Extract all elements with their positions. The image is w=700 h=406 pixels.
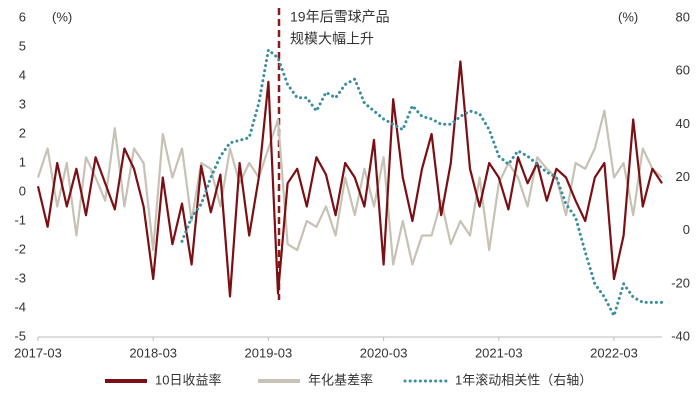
x-tick-label: 2020-03 (360, 345, 408, 360)
y-tick-label: 4 (19, 67, 26, 82)
y2-tick-label: -40 (671, 328, 690, 343)
y2-tick-label: -20 (671, 275, 690, 290)
legend-label: 10日收益率 (155, 372, 221, 387)
y-axis-label: (%) (52, 9, 72, 24)
series-line (36, 109, 663, 266)
x-tick-label: 2018-03 (129, 345, 177, 360)
y2-tick-label: 0 (683, 222, 690, 237)
x-tick-label: 2019-03 (245, 345, 293, 360)
y-tick-label: 3 (19, 96, 26, 111)
series-line (36, 60, 663, 298)
y-tick-label: -2 (14, 241, 26, 256)
y2-tick-label: 40 (676, 116, 690, 131)
y-tick-label: -3 (14, 270, 26, 285)
y-tick-label: 6 (19, 9, 26, 24)
y2-tick-label: 80 (676, 9, 690, 24)
y-tick-label: -1 (14, 212, 26, 227)
x-tick-label: 2021-03 (475, 345, 523, 360)
legend-label: 年化基差率 (308, 372, 373, 387)
y-tick-label: -4 (14, 299, 26, 314)
y-tick-label: 2 (19, 125, 26, 140)
legend-label: 1年滚动相关性（右轴） (455, 372, 592, 387)
y2-axis-label: (%) (618, 9, 638, 24)
y-tick-label: -5 (14, 328, 26, 343)
annotation: 规模大幅上升 (290, 31, 374, 47)
series-line (180, 48, 664, 318)
y-tick-label: 0 (19, 183, 26, 198)
y-tick-label: 5 (19, 38, 26, 53)
y2-tick-label: 20 (676, 169, 690, 184)
y-tick-label: 1 (19, 154, 26, 169)
y2-tick-label: 60 (676, 63, 690, 78)
annotation: 19年后雪球产品 (290, 9, 390, 25)
x-tick-label: 2017-03 (14, 345, 62, 360)
x-tick-label: 2022-03 (590, 345, 638, 360)
